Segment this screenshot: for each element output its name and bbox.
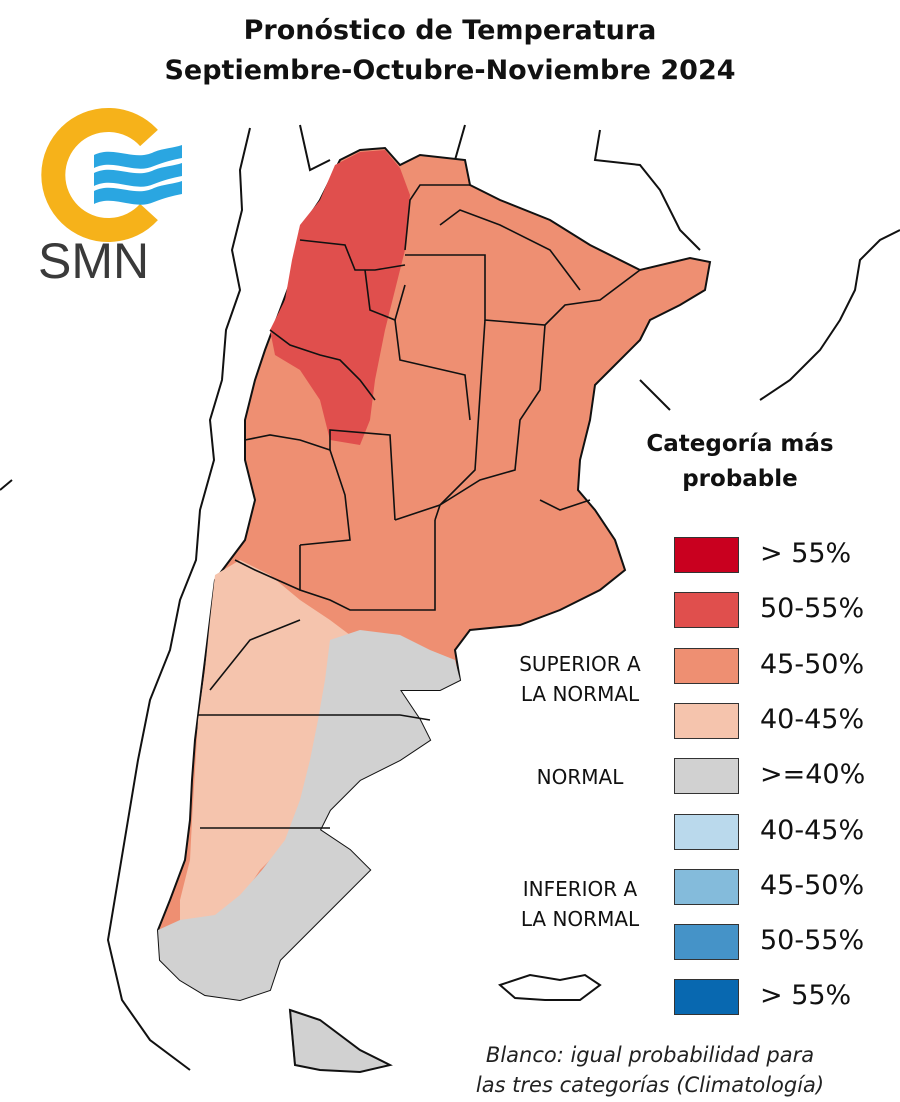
smn-logo-text: SMN (38, 233, 150, 289)
legend-label: >=40% (760, 759, 866, 791)
legend-label: 40-45% (760, 703, 865, 735)
legend-category-inferior-line1: INFERIOR A (522, 877, 638, 901)
legend-label: > 55% (760, 538, 852, 569)
legend-label: 45-50% (760, 869, 865, 901)
tierra-del-fuego (288, 1008, 393, 1074)
legend-category-inferior-line2: LA NORMAL (520, 907, 640, 931)
legend-swatch (674, 924, 739, 961)
legend-title-line2: probable (682, 466, 798, 492)
legend-category-normal: NORMAL (536, 765, 624, 789)
zone-superior-50-55 (270, 150, 410, 445)
legend-category-superior-line2: LA NORMAL (520, 682, 640, 706)
legend-swatch (674, 758, 739, 795)
legend-swatch (674, 647, 739, 684)
legend-swatch (674, 592, 739, 629)
malvinas-islands (498, 973, 602, 1001)
legend-swatch (674, 813, 739, 850)
zone-normal (158, 630, 460, 1000)
legend-label: 50-55% (760, 593, 865, 625)
logo-waves-icon (94, 145, 182, 169)
legend-label: > 55% (760, 980, 852, 1012)
legend-category-superior-line1: SUPERIOR A (519, 652, 641, 676)
legend-swatch (674, 868, 739, 905)
map-title-line1: Pronóstico de Temperatura (243, 15, 657, 46)
forecast-map (0, 124, 900, 1074)
legend-title-line1: Categoría más (646, 431, 834, 457)
legend-label: 45-50% (760, 648, 865, 680)
legend-swatch (674, 702, 739, 739)
note-line1: Blanco: igual probabilidad para (485, 1043, 815, 1067)
legend-label: 50-55% (760, 925, 865, 957)
neighbour-borders (0, 124, 900, 1071)
logo-ring-icon (41, 108, 158, 242)
legend-swatch (674, 979, 739, 1016)
smn-logo (41, 108, 182, 242)
legend-label: 40-45% (760, 814, 865, 846)
map-title-line2: Septiembre-Octubre-Noviembre 2024 (164, 55, 736, 86)
note-line2: las tres categorías (Climatología) (475, 1073, 825, 1097)
legend-swatch (674, 537, 739, 573)
province-borders (198, 184, 641, 1066)
